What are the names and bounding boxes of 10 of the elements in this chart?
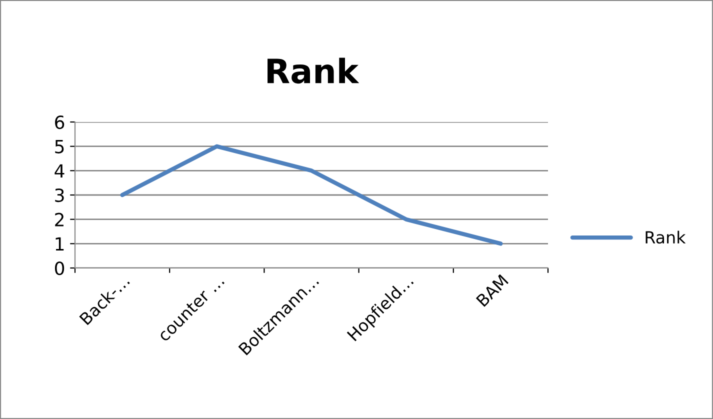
y-tick-label: 1 bbox=[56, 237, 64, 251]
y-tick-label: 3 bbox=[55, 188, 64, 202]
y-tick-label: 6 bbox=[55, 115, 64, 130]
y-tick-label: 4 bbox=[54, 164, 64, 178]
y-tick-label: 2 bbox=[55, 212, 64, 226]
y-tick-label: 5 bbox=[55, 140, 64, 154]
chart-title: Rank bbox=[268, 58, 360, 84]
line-series bbox=[120, 144, 503, 246]
y-tick-label: 0 bbox=[54, 261, 64, 276]
legend-label: Rank bbox=[646, 230, 686, 244]
